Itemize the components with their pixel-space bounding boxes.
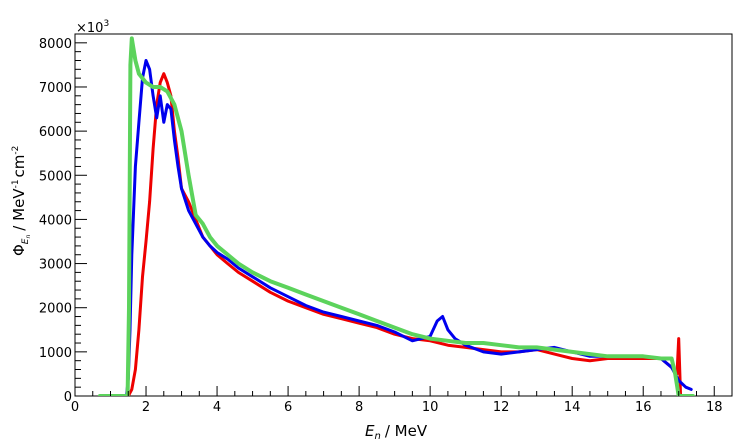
blue-series-line bbox=[125, 59, 693, 396]
y-axis-unit-cm: cm bbox=[10, 155, 28, 178]
y-tick-label: 8000 bbox=[39, 37, 72, 52]
x-axis-unit: / MeV bbox=[385, 422, 428, 440]
x-axis-title: En / MeV bbox=[365, 422, 428, 440]
y-tick-label: 3000 bbox=[39, 258, 72, 273]
y-tick-label: 0 bbox=[64, 390, 72, 405]
plot-frame bbox=[74, 33, 733, 397]
y-tick-label: 6000 bbox=[39, 125, 72, 140]
x-axis-subscript: n bbox=[374, 431, 380, 440]
y-axis-title: ΦEn / MeV-1cm-2 bbox=[10, 146, 32, 256]
y-tick-label: 4000 bbox=[39, 213, 72, 228]
x-tick-label: 14 bbox=[564, 400, 581, 415]
x-tick-label: 10 bbox=[422, 400, 439, 415]
x-tick-label: 4 bbox=[213, 400, 221, 415]
y-tick-label: 2000 bbox=[39, 302, 72, 317]
y-tick-label: 5000 bbox=[39, 169, 72, 184]
y-tick-label: 1000 bbox=[39, 346, 72, 361]
y-axis-subscript: E bbox=[21, 238, 31, 244]
y-tick-label: 7000 bbox=[39, 81, 72, 96]
x-tick-label: 16 bbox=[635, 400, 652, 415]
x-tick-label: 8 bbox=[355, 400, 363, 415]
x-axis-symbol: E bbox=[365, 422, 375, 440]
green-series-line bbox=[97, 36, 695, 396]
y-axis-unit-exp2: -2 bbox=[11, 146, 21, 155]
y-axis-symbol: Φ bbox=[10, 244, 28, 256]
y-axis-unit: / MeV bbox=[10, 188, 28, 231]
red-series-line bbox=[109, 72, 682, 396]
x-tick-label: 2 bbox=[142, 400, 150, 415]
x-tick-label: 12 bbox=[493, 400, 510, 415]
y-axis-subsubscript: n bbox=[25, 235, 32, 239]
y-multiplier: ×103 bbox=[76, 19, 109, 36]
y-multiplier-exp: 3 bbox=[103, 19, 109, 29]
x-tick-label: 0 bbox=[71, 400, 79, 415]
y-multiplier-base: ×10 bbox=[76, 21, 103, 36]
x-tick-label: 18 bbox=[706, 400, 723, 415]
y-axis-unit-exp1: -1 bbox=[11, 179, 21, 188]
x-tick-label: 6 bbox=[284, 400, 292, 415]
